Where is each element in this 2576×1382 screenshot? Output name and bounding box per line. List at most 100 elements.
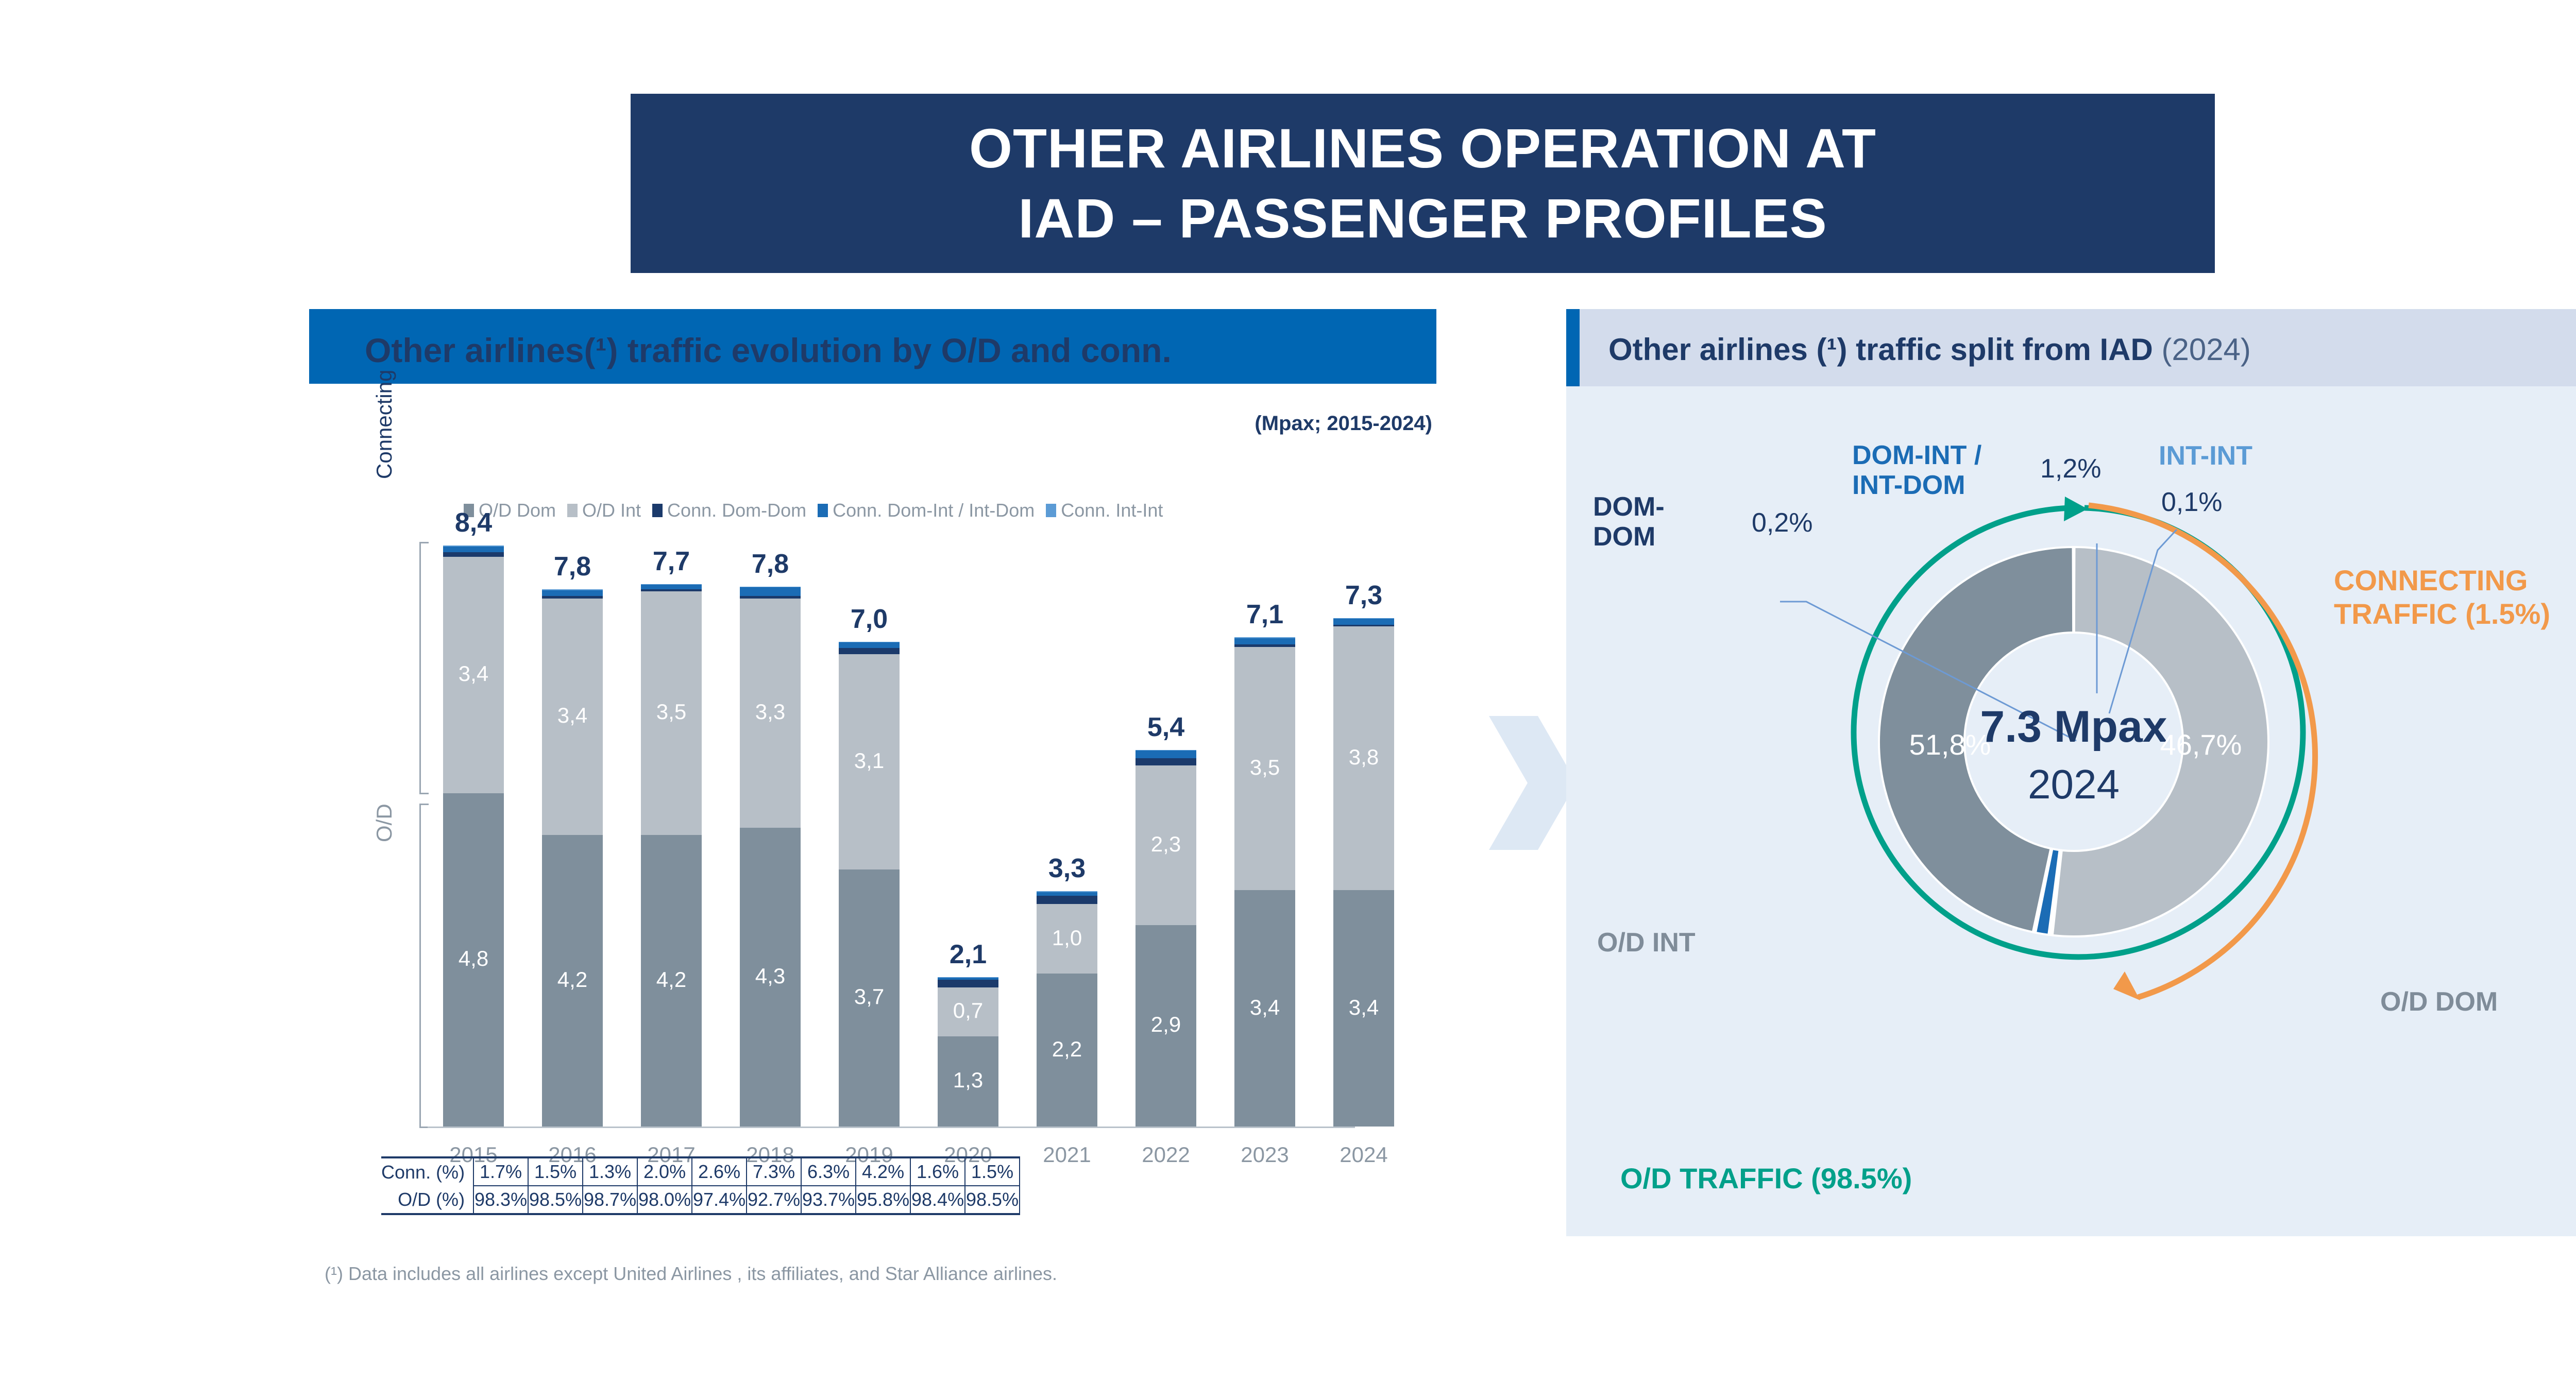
bar-column[interactable]: 3,1 3,7 7,0 <box>839 604 900 1127</box>
bar-segment <box>839 647 900 654</box>
bar-year-label: 2024 <box>1340 1142 1388 1167</box>
bar-segment <box>1136 758 1196 765</box>
bar-segment: 2,9 <box>1136 925 1196 1127</box>
percentage-table: Conn. (%) 1.7% 1.5% 1.3% 2.0% 2.6% 7.3% 6.3% 4.2… <box>381 1156 1021 1215</box>
donut-slice[interactable] <box>1877 545 2075 933</box>
bar-segment: 2,3 <box>1136 765 1196 925</box>
bar-segment <box>740 587 801 596</box>
bar-column[interactable]: 3,5 4,2 7,7 <box>641 547 702 1127</box>
legend-label: Conn. Dom-Dom <box>667 500 807 521</box>
chart-baseline <box>428 1127 1355 1128</box>
bar-segment-label: 3,3 <box>755 699 786 724</box>
bar-segment <box>542 595 603 599</box>
bar-chart-plot: 2015 3,4 4,8 8,4 2016 3,4 4,2 7,8 2017 3,5 4,2 7,7 2… <box>428 508 1394 1167</box>
axis-bracket-od <box>419 804 429 1128</box>
legend-item-0: O/D Dom <box>464 500 556 521</box>
bar-segment-label: 3,4 <box>557 703 588 728</box>
bar-segment-label: 4,8 <box>458 946 489 971</box>
table-cell: 98.4% <box>910 1185 966 1215</box>
value-dom-int-int-dom: 1,2% <box>2040 454 2102 484</box>
bar-segment-label: 3,5 <box>1249 755 1280 780</box>
legend-item-3: Conn. Dom-Int / Int-Dom <box>818 500 1035 521</box>
donut-slice[interactable] <box>2051 545 2269 937</box>
table-cell: 97.4% <box>691 1185 748 1215</box>
bar-column[interactable]: 1,0 2,2 3,3 <box>1037 854 1097 1127</box>
donut-chart: 7.3 Mpax 2024 51,8% 46,7% <box>1566 386 2576 1236</box>
bar-year-label: 2023 <box>1241 1142 1289 1167</box>
table-row: Conn. (%) 1.7% 1.5% 1.3% 2.0% 2.6% 7.3% 6.3% 4.2… <box>381 1156 1021 1186</box>
bar-column[interactable]: 0,7 1,3 2,1 <box>938 940 998 1127</box>
bar-segment-label: 4,2 <box>656 967 687 992</box>
table-cell: 93.7% <box>801 1185 857 1215</box>
bar-segment-label: 3,1 <box>854 748 885 773</box>
label-dom-dom: DOM- DOM <box>1593 492 1665 552</box>
label-od-dom: O/D DOM <box>2380 987 2498 1017</box>
bar-segment-label: 3,7 <box>854 984 885 1009</box>
table-cell: 1.5% <box>964 1156 1021 1186</box>
bar-segment <box>938 978 998 980</box>
bar-segment-label: 3,8 <box>1348 745 1379 770</box>
bar-column[interactable]: 2,3 2,9 5,4 <box>1136 712 1196 1127</box>
bar-segment <box>641 584 702 585</box>
od-int-percentage: 51,8% <box>1909 728 1991 761</box>
table-cell: 1.7% <box>473 1156 529 1186</box>
bar-total-label: 7,3 <box>1345 580 1383 610</box>
bar-segment: 4,3 <box>740 828 801 1127</box>
bar-column[interactable]: 3,3 4,3 7,8 <box>740 549 801 1127</box>
bar-segment <box>1136 750 1196 759</box>
donut-slices <box>1877 545 2269 937</box>
table-cell: 1.6% <box>910 1156 966 1186</box>
bar-segment <box>1037 891 1097 893</box>
table-cell: 1.3% <box>582 1156 638 1186</box>
bar-segment-label: 4,3 <box>755 964 786 988</box>
bar-segment-label: 0,7 <box>953 998 984 1023</box>
bar-year-label: 2021 <box>1043 1142 1091 1167</box>
bar-segment: 3,7 <box>839 869 900 1127</box>
bar-column[interactable]: 3,4 4,2 7,8 <box>542 552 603 1127</box>
legend-item-1: O/D Int <box>567 500 641 521</box>
right-panel-header-accent <box>1566 309 1580 386</box>
bar-segment <box>1234 638 1295 644</box>
bar-total-label: 7,8 <box>553 552 591 582</box>
bar-column[interactable]: 3,8 3,4 7,3 <box>1333 581 1394 1127</box>
bar-segment <box>1333 619 1394 625</box>
table-cell: 98.0% <box>637 1185 693 1215</box>
table-row: O/D (%) 98.3% 98.5% 98.7% 98.0% 97.4% 92.7% 93.… <box>381 1185 1021 1215</box>
table-row-header: O/D (%) <box>381 1186 474 1215</box>
table-cell: 7.3% <box>746 1156 802 1186</box>
bar-segment <box>641 584 702 590</box>
donut-chart-svg: 7.3 Mpax 2024 51,8% 46,7% <box>1780 497 2318 1000</box>
bar-total-label: 3,3 <box>1048 853 1086 883</box>
table-cell: 95.8% <box>855 1185 911 1215</box>
label-int-int: INT-INT <box>2159 441 2252 471</box>
bar-segment-label: 2,9 <box>1150 1012 1181 1037</box>
bar-segment: 3,8 <box>1333 626 1394 891</box>
table-cell: 2.0% <box>637 1156 693 1186</box>
bar-segment <box>443 552 504 557</box>
bar-segment: 0,7 <box>938 987 998 1036</box>
table-cell: 6.3% <box>801 1156 857 1186</box>
bar-column[interactable]: 3,4 4,8 8,4 <box>443 508 504 1127</box>
axis-label-connecting: Connecting <box>372 369 396 479</box>
slide-title-block: OTHER AIRLINES OPERATION AT IAD – PASSEN… <box>631 94 2215 273</box>
bar-segment: 4,2 <box>542 834 603 1127</box>
bar-segment <box>542 589 603 590</box>
bar-segment <box>1234 637 1295 638</box>
left-panel-header-label: Other airlines(¹) traffic evolution by O… <box>365 331 1172 369</box>
bar-segment <box>542 590 603 596</box>
bar-segment-label: 1,3 <box>953 1068 984 1093</box>
od-dom-percentage: 46,7% <box>2160 728 2242 761</box>
bar-segment: 1,0 <box>1037 904 1097 974</box>
bar-segment: 3,5 <box>641 591 702 835</box>
bar-segment <box>1234 644 1295 647</box>
table-cell: 98.7% <box>582 1185 638 1215</box>
left-panel-unit-note: (Mpax; 2015-2024) <box>1255 412 1432 435</box>
right-panel-header-main: Other airlines (¹) traffic split from IA… <box>1608 332 2162 367</box>
table-cell: 92.7% <box>746 1185 802 1215</box>
bar-segment: 3,4 <box>1333 890 1394 1127</box>
bar-column[interactable]: 3,5 3,4 7,1 <box>1234 600 1295 1127</box>
bar-total-label: 5,4 <box>1147 712 1185 742</box>
chart-legend: O/D Dom O/D Int Conn. Dom-Dom Conn. Dom-Int… <box>464 500 1163 521</box>
leader-line-dom-dom <box>1780 601 2077 742</box>
bar-total-label: 7,7 <box>652 546 690 576</box>
